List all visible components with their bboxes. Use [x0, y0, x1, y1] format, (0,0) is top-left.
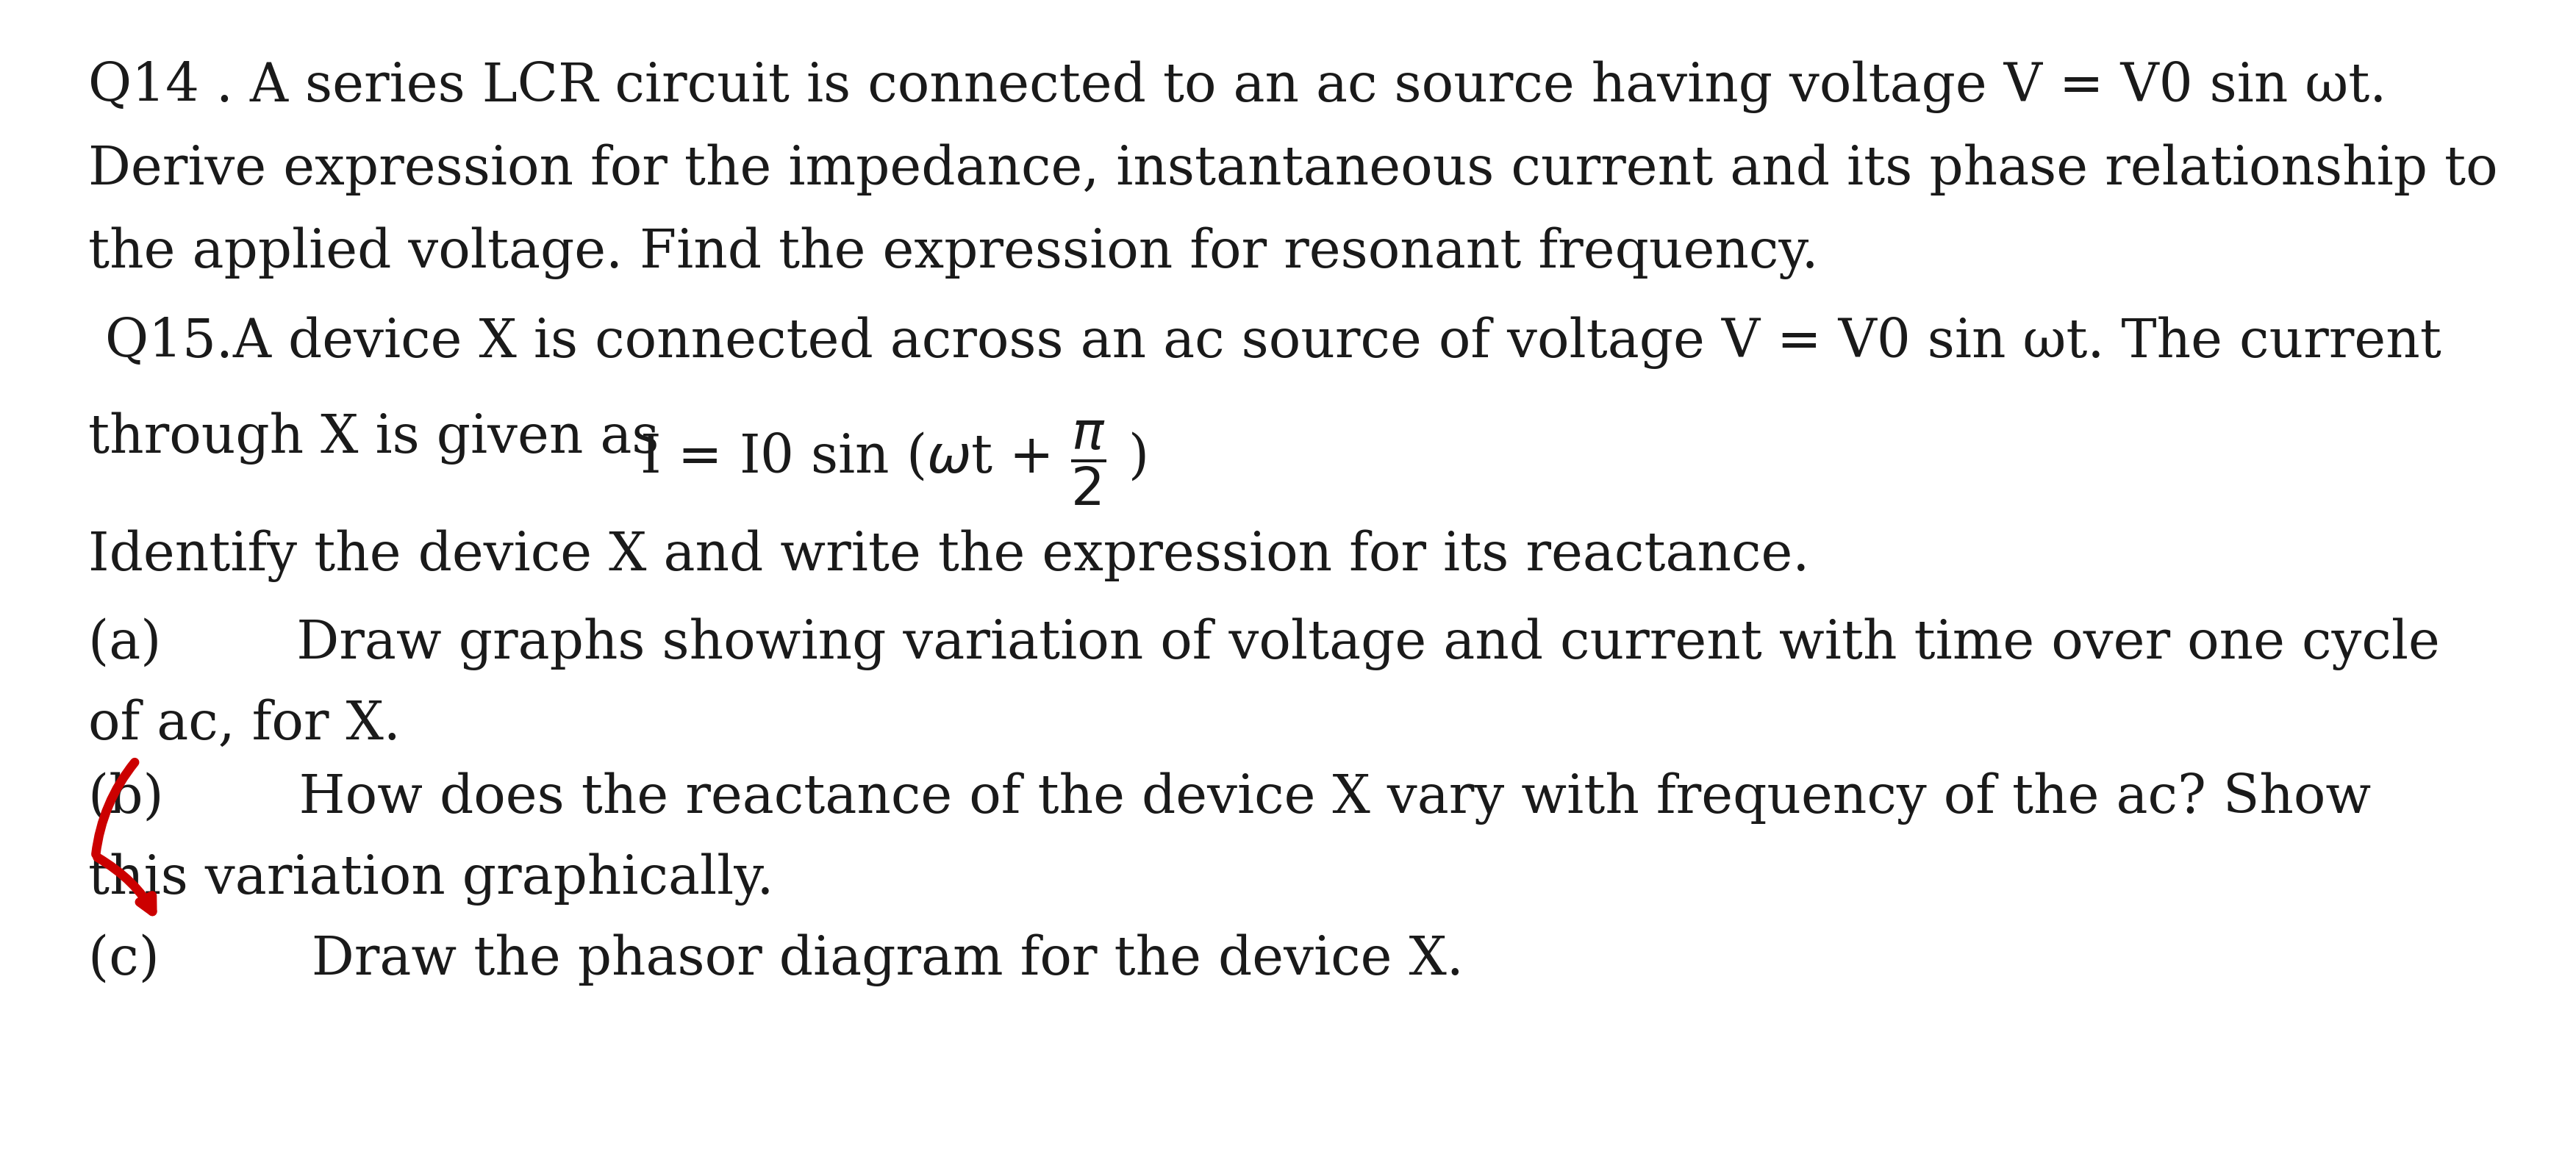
Text: Q15.A device X is connected across an ac source of voltage V = V0 sin ωt. The cu: Q15.A device X is connected across an ac…	[88, 316, 2439, 368]
Text: through X is given as: through X is given as	[88, 412, 659, 465]
Text: the applied voltage. Find the expression for resonant frequency.: the applied voltage. Find the expression…	[88, 226, 1819, 279]
Text: this variation graphically.: this variation graphically.	[88, 853, 773, 906]
Text: I = I0 sin ($\omega$t + $\dfrac{\pi}{2}$ ): I = I0 sin ($\omega$t + $\dfrac{\pi}{2}$…	[639, 419, 1146, 507]
Text: (b)        How does the reactance of the device X vary with frequency of the ac?: (b) How does the reactance of the device…	[88, 771, 2370, 824]
Text: Identify the device X and write the expression for its reactance.: Identify the device X and write the expr…	[88, 529, 1808, 582]
Text: Derive expression for the impedance, instantaneous current and its phase relatio: Derive expression for the impedance, ins…	[88, 143, 2496, 195]
Text: of ac, for X.: of ac, for X.	[88, 699, 399, 750]
Text: (a)        Draw graphs showing variation of voltage and current with time over o: (a) Draw graphs showing variation of vol…	[88, 617, 2439, 670]
Text: (c)         Draw the phasor diagram for the device X.: (c) Draw the phasor diagram for the devi…	[88, 934, 1463, 985]
Text: Q14 . A series LCR circuit is connected to an ac source having voltage V = V0 si: Q14 . A series LCR circuit is connected …	[88, 60, 2385, 113]
